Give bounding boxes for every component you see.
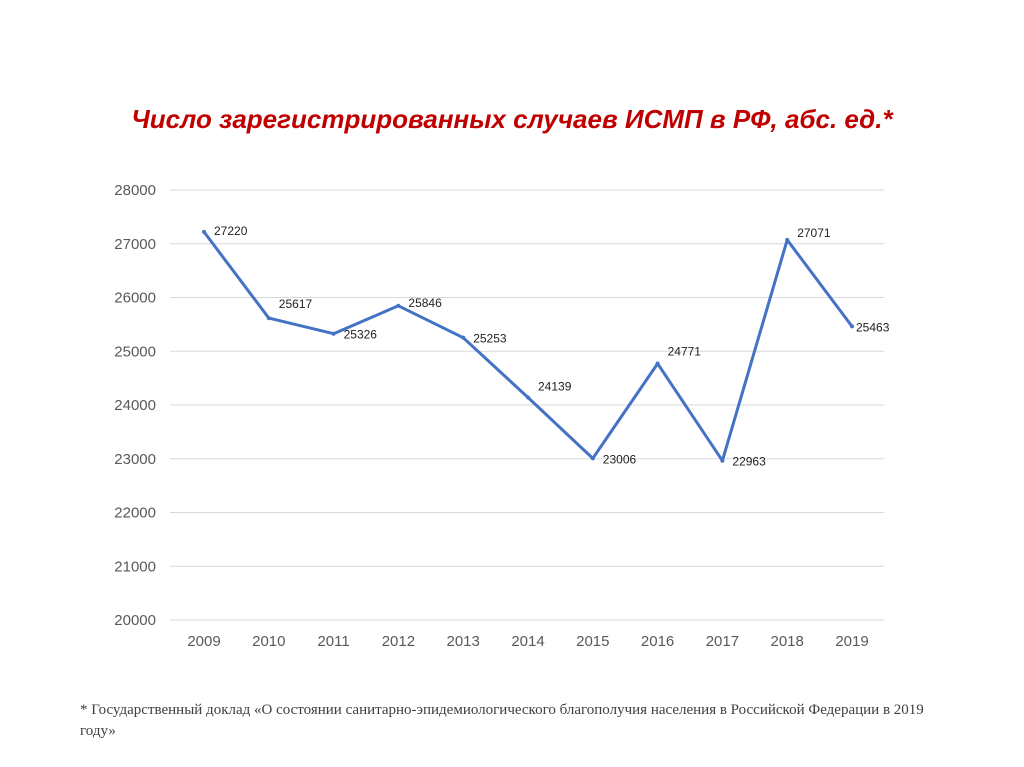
data-point-2018 bbox=[785, 237, 790, 242]
data-point-2015 bbox=[590, 456, 595, 461]
data-point-2019 bbox=[850, 324, 854, 329]
y-tick-label: 28000 bbox=[114, 182, 156, 199]
y-tick-label: 23000 bbox=[114, 451, 156, 468]
data-label-2012: 25846 bbox=[408, 296, 442, 310]
x-tick-label: 2012 bbox=[382, 633, 415, 650]
data-point-2017 bbox=[720, 458, 725, 463]
series-line bbox=[202, 230, 854, 463]
y-tick-label: 27000 bbox=[114, 236, 156, 253]
x-tick-label: 2011 bbox=[317, 633, 349, 650]
data-label-2010: 25617 bbox=[279, 297, 313, 311]
y-tick-label: 24000 bbox=[114, 397, 156, 414]
data-point-2009 bbox=[202, 229, 206, 234]
x-axis-ticks: 2009 2010 2011 2012 2013 2014 2015 2016 2017 2018… bbox=[187, 633, 868, 650]
data-label-2014: 24139 bbox=[538, 380, 572, 394]
data-point-2010 bbox=[266, 316, 271, 321]
chart-title: Число зарегистрированных случаев ИСМП в … bbox=[131, 104, 893, 134]
data-labels: 27220 25617 25326 25846 25253 24139 23006 24771… bbox=[214, 224, 890, 469]
data-label-2017: 22963 bbox=[732, 455, 766, 469]
data-label-2018: 27071 bbox=[797, 226, 831, 240]
x-tick-label: 2017 bbox=[706, 633, 739, 650]
data-label-2016: 24771 bbox=[668, 345, 702, 359]
x-tick-label: 2014 bbox=[511, 633, 544, 650]
y-tick-label: 22000 bbox=[114, 505, 156, 522]
data-point-2013 bbox=[461, 335, 466, 340]
y-tick-label: 20000 bbox=[114, 612, 156, 629]
data-point-2014 bbox=[526, 395, 530, 400]
x-tick-label: 2018 bbox=[771, 633, 804, 650]
data-label-2015: 23006 bbox=[603, 452, 637, 466]
x-tick-label: 2015 bbox=[576, 633, 609, 650]
data-label-2011: 25326 bbox=[344, 328, 378, 342]
x-tick-label: 2019 bbox=[835, 633, 868, 650]
gridlines bbox=[170, 189, 884, 621]
y-tick-label: 21000 bbox=[114, 558, 156, 575]
data-label-2009: 27220 bbox=[214, 224, 248, 238]
x-tick-label: 2009 bbox=[187, 633, 220, 650]
data-point-2011 bbox=[331, 331, 336, 336]
y-axis-ticks: 20000 21000 22000 23000 24000 25000 26000 27000… bbox=[114, 182, 156, 629]
data-label-2019: 25463 bbox=[856, 320, 890, 334]
data-label-2013: 25253 bbox=[473, 332, 507, 346]
x-tick-label: 2010 bbox=[252, 633, 285, 650]
x-tick-label: 2016 bbox=[641, 633, 674, 650]
x-tick-label: 2013 bbox=[447, 633, 480, 650]
data-point-2016 bbox=[655, 361, 660, 366]
data-point-2012 bbox=[396, 303, 401, 308]
source-footnote: * Государственный доклад «О состоянии са… bbox=[80, 702, 924, 739]
y-tick-label: 26000 bbox=[114, 290, 156, 307]
y-tick-label: 25000 bbox=[114, 343, 156, 360]
series-line-layer bbox=[202, 229, 854, 463]
